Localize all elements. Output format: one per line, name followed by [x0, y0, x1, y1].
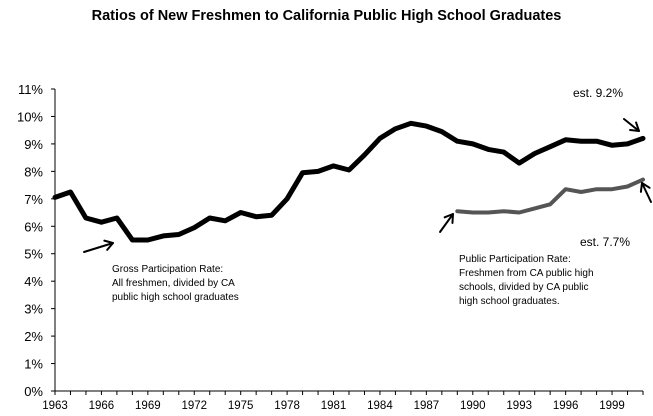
- series-line-public: [455, 177, 645, 215]
- public-rate-annotation: schools, divided by CA public: [459, 282, 589, 293]
- x-tick-label: 1978: [274, 400, 300, 412]
- gross-rate-annotation: public high school graduates: [112, 292, 239, 303]
- x-tick-label: 1993: [506, 400, 532, 412]
- y-tick-label: 10%: [17, 109, 43, 124]
- gross-arrow-icon-head: [103, 239, 114, 251]
- x-tick-label: 1972: [181, 400, 207, 412]
- y-tick-label: 0%: [24, 384, 43, 399]
- y-tick-label: 9%: [24, 137, 43, 152]
- gross-estimate-arrow-icon: [623, 118, 640, 132]
- gross-estimate-label: est. 9.2%: [573, 86, 623, 100]
- y-tick-label: 11%: [18, 82, 43, 97]
- series-line-gross: [52, 120, 646, 243]
- y-tick-label: 2%: [24, 329, 43, 344]
- x-tick-label: 1969: [135, 400, 161, 412]
- y-tick-label: 4%: [24, 274, 43, 289]
- x-tick-label: 1987: [414, 400, 440, 412]
- x-tick-label: 1981: [321, 400, 347, 412]
- gross-rate-annotation: All freshmen, divided by CA: [112, 278, 235, 289]
- public-estimate-arrow-icon: [641, 182, 652, 203]
- public-estimate-label: est. 7.7%: [580, 235, 630, 249]
- public-rate-annotation: Public Participation Rate:: [459, 254, 571, 265]
- x-tick-label: 1984: [367, 400, 393, 412]
- x-tick-label: 1966: [89, 400, 115, 412]
- public-arrow-icon: [439, 213, 454, 233]
- y-tick-label: 1%: [24, 357, 43, 372]
- gross-rate-annotation: Gross Participation Rate:: [112, 264, 223, 275]
- y-tick-label: 7%: [24, 192, 43, 207]
- x-tick-label: 1999: [599, 400, 625, 412]
- public-arrow-icon-head: [443, 213, 454, 224]
- x-tick-label: 1990: [460, 400, 486, 412]
- x-tick-label: 1963: [42, 400, 68, 412]
- gross-arrow-icon: [83, 242, 114, 253]
- chart-title: Ratios of New Freshmen to California Pub…: [91, 8, 562, 24]
- public-rate-annotation: Freshmen from CA public high: [459, 268, 594, 279]
- y-tick-label: 6%: [24, 219, 43, 234]
- public-rate-annotation: high school graduates.: [459, 296, 560, 307]
- public-estimate-arrow-icon-head: [639, 182, 651, 193]
- x-tick-label: 1996: [553, 400, 579, 412]
- y-tick-label: 8%: [24, 164, 43, 179]
- y-tick-label: 5%: [24, 247, 43, 262]
- gross-estimate-arrow-icon-head: [629, 121, 640, 132]
- x-tick-label: 1975: [228, 400, 254, 412]
- y-tick-label: 3%: [24, 302, 43, 317]
